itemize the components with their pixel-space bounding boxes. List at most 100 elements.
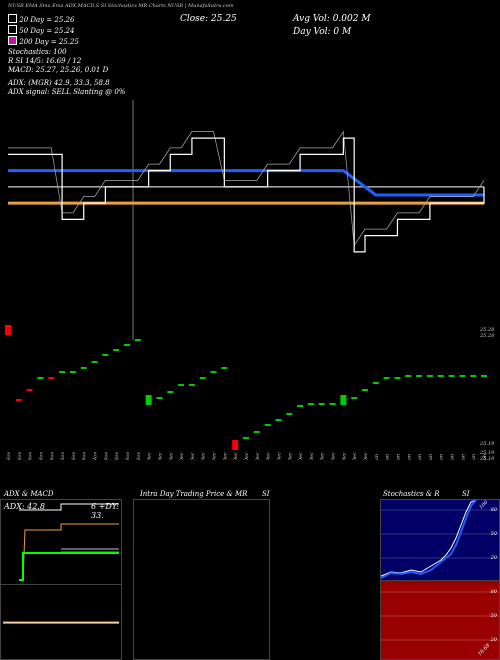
stochastics-panel: 80 50 20 100 <box>380 499 500 581</box>
volume-bar <box>210 371 217 373</box>
volume-bar <box>297 405 304 407</box>
macd-panel <box>0 584 122 660</box>
adx-line <box>19 503 119 511</box>
adx-macd-title: ADX & MACD <box>4 490 54 498</box>
volume-bar <box>37 377 44 379</box>
volume-bar <box>307 403 314 405</box>
date-label: 16 Dec <box>255 452 261 460</box>
volume-bar <box>59 371 66 373</box>
date-label: 19 Dec <box>287 452 293 460</box>
date-label: 17 Dec <box>266 452 272 460</box>
sma20-label: 20 Day = 25.26 <box>8 14 74 24</box>
rsi-tick-20: 20 <box>490 637 497 643</box>
intraday-suffix: SI <box>262 490 270 498</box>
date-label: 06 Dec <box>190 452 196 460</box>
rsi-tick-50: 50 <box>490 613 497 619</box>
volume-bar <box>48 377 55 379</box>
price-chart: 11 Nov 14 Nov 15 Nov 18 Nov 19 Nov 20 Nov 21 N… <box>5 100 488 460</box>
volume-bar <box>243 437 249 439</box>
sma20-text: 20 Day = 25.26 <box>19 16 75 24</box>
volume-bar <box>372 382 379 384</box>
date-label: 18 Nov <box>38 452 44 460</box>
date-label: 05 Dec <box>179 452 185 460</box>
sma200-text: 200 Day = 25.25 <box>19 38 79 46</box>
date-label: 06 Jan <box>395 454 401 460</box>
volume-bar <box>405 375 412 377</box>
right-label-1: 25.28 <box>480 327 495 333</box>
stoch-tick-20: 20 <box>490 555 497 561</box>
date-label: 02 Dec <box>147 452 153 460</box>
stoch-title: Stochastics & R <box>383 490 440 498</box>
price-text: Close: 25.25 <box>180 14 237 24</box>
date-label: 03 Dec <box>157 452 163 460</box>
volume-bar <box>232 440 239 450</box>
volume-bar <box>275 419 282 421</box>
volume-bar <box>329 403 336 405</box>
date-label: 11 Nov <box>6 452 12 460</box>
volume-bar <box>145 395 152 405</box>
intraday-title: Intra Day Trading Price & MR <box>140 490 248 498</box>
volume-bar <box>113 349 120 351</box>
date-label: 15 Jan <box>460 454 466 460</box>
date-label: 26 Nov <box>103 452 109 460</box>
date-label: 13 Jan <box>439 454 445 460</box>
volume-bar <box>362 389 368 391</box>
volume-bar <box>221 367 228 369</box>
date-label: 20 Nov <box>60 452 66 460</box>
volume-bar <box>286 413 293 415</box>
stoch-svg <box>381 500 499 579</box>
volume-bar <box>448 375 455 377</box>
rsi-panel: 80 50 20 16.69 <box>380 580 500 660</box>
day-vol-text: Day Vol: 0 M <box>293 27 352 37</box>
date-label: 10 Jan <box>428 454 434 460</box>
date-label: 19 Nov <box>49 452 55 460</box>
volume-bar <box>253 431 260 433</box>
date-label: 28 Nov <box>125 452 131 460</box>
stoch-d <box>381 500 477 579</box>
volume-bar <box>91 361 98 363</box>
date-label: 20 Dec <box>298 452 304 460</box>
volume-bar <box>383 377 390 379</box>
bottom-label-1: 25.19 <box>480 441 495 447</box>
volume-bar <box>188 384 195 386</box>
stoch-tick-50: 50 <box>490 531 497 537</box>
date-label: 02 Jan <box>374 454 380 460</box>
volume-bar <box>318 403 325 405</box>
macd-text: MACD: 25.27, 25.26, 0.01 D <box>8 66 109 74</box>
intraday-panel <box>133 499 270 660</box>
volume-bar <box>437 375 444 377</box>
date-label: 23 Dec <box>309 452 315 460</box>
volume-bar <box>102 354 109 356</box>
volume-bar <box>26 389 33 391</box>
volume-bar <box>167 391 174 393</box>
close-line <box>8 137 485 253</box>
date-label: 10 Dec <box>212 452 218 460</box>
volume-bars <box>5 325 487 450</box>
volume-bar <box>481 375 487 377</box>
date-label: 21 Nov <box>71 452 77 460</box>
date-label: 24 Dec <box>320 452 326 460</box>
volume-bar <box>351 397 358 399</box>
date-label: 08 Jan <box>417 454 423 460</box>
volume-bar <box>69 371 76 373</box>
bottom-label-2: 25.19 <box>480 450 495 456</box>
date-label: 16 Jan <box>471 454 477 460</box>
date-label: 30 Dec <box>352 452 358 460</box>
volume-bar <box>178 384 185 386</box>
date-label: 25 Nov <box>93 452 99 460</box>
sma50-swatch <box>8 25 17 34</box>
volume-bar <box>124 344 130 346</box>
header-title: NUSR EMA Sma Ema ADX,MACD,S SI Stochasti… <box>8 3 234 9</box>
volume-bar <box>134 339 141 341</box>
date-label: 14 Jan <box>450 454 456 460</box>
volume-bar <box>470 375 477 377</box>
date-axis: 11 Nov 14 Nov 15 Nov 18 Nov 19 Nov 20 Nov 21 N… <box>6 452 488 460</box>
date-label: 26 Dec <box>331 452 337 460</box>
date-label: 11 Dec <box>222 452 228 460</box>
volume-bar <box>416 375 423 377</box>
date-label: 04 Dec <box>168 452 174 460</box>
adx-svg <box>19 503 119 581</box>
volume-bar <box>340 395 347 405</box>
date-label: 15 Nov <box>28 452 34 460</box>
date-label: 12 Dec <box>233 452 239 460</box>
